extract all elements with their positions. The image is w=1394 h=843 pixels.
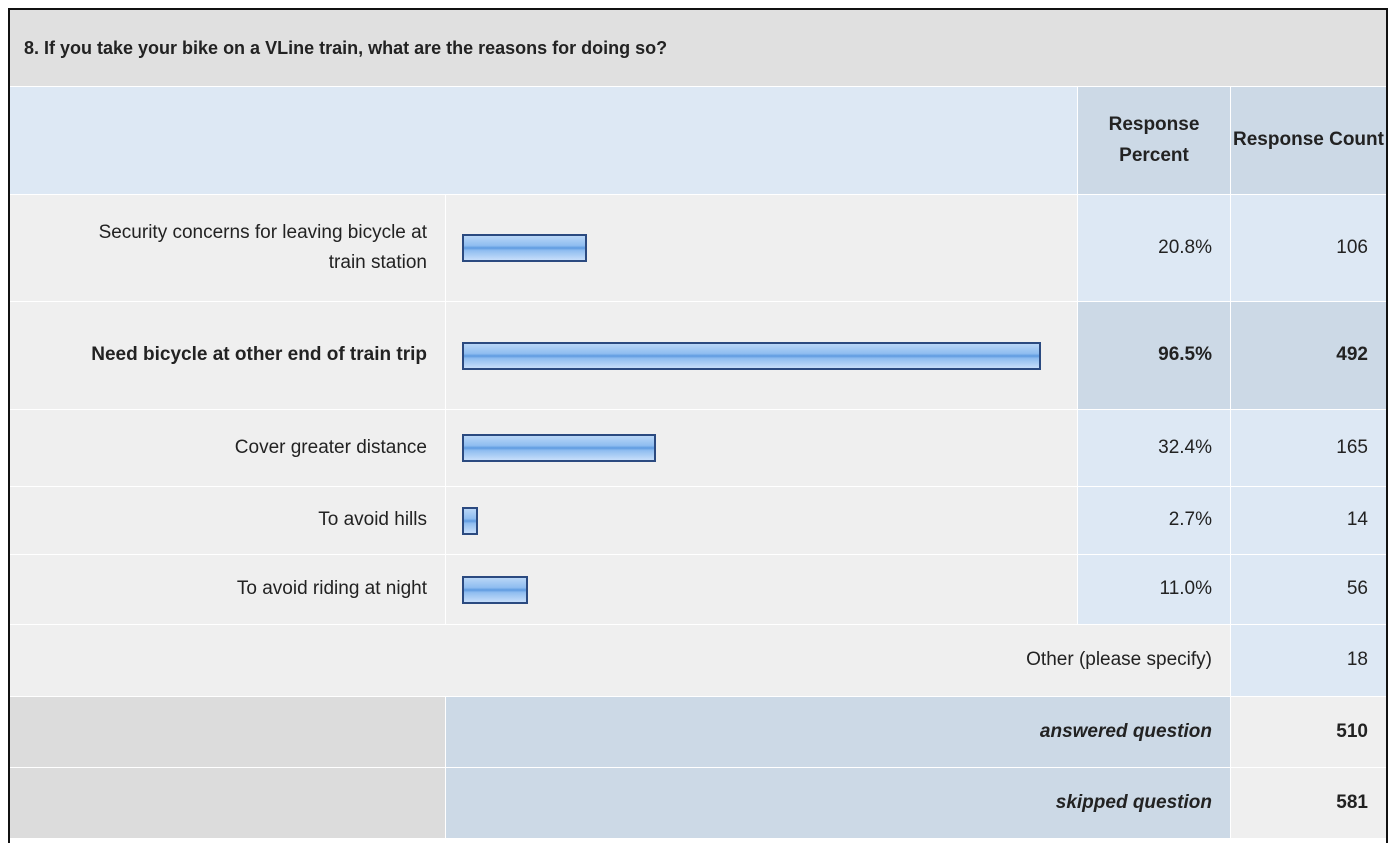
option-label: Need bicycle at other end of train trip [10, 302, 445, 409]
response-percent: 11.0% [1078, 555, 1230, 624]
response-percent: 32.4% [1078, 410, 1230, 486]
answered-blank [10, 697, 445, 767]
bar-cell [446, 555, 1077, 624]
answered-label: answered question [446, 697, 1230, 767]
results-table: 8. If you take your bike on a VLine trai… [8, 8, 1388, 843]
answered-count: 510 [1231, 697, 1386, 767]
percent-bar [462, 506, 479, 535]
response-count: 492 [1231, 302, 1386, 409]
question-title: 8. If you take your bike on a VLine trai… [10, 10, 1386, 86]
other-label: Other (please specify) [10, 625, 1230, 696]
response-percent: 20.8% [1078, 195, 1230, 301]
header-count: Response Count [1231, 87, 1386, 194]
response-count: 165 [1231, 410, 1386, 486]
header-percent: Response Percent [1078, 87, 1230, 194]
option-label: To avoid riding at night [10, 555, 445, 624]
skipped-count: 581 [1231, 768, 1386, 838]
response-percent: 2.7% [1078, 487, 1230, 554]
other-count: 18 [1231, 625, 1386, 696]
response-count: 106 [1231, 195, 1386, 301]
option-label: Cover greater distance [10, 410, 445, 486]
response-percent: 96.5% [1078, 302, 1230, 409]
percent-bar [462, 341, 1041, 370]
skipped-blank [10, 768, 445, 838]
percent-bar [462, 575, 528, 604]
option-label: To avoid hills [10, 487, 445, 554]
skipped-label: skipped question [446, 768, 1230, 838]
percent-bar [462, 234, 587, 262]
response-count: 14 [1231, 487, 1386, 554]
option-label: Security concerns for leaving bicycle at… [10, 195, 445, 301]
header-blank [10, 87, 1077, 194]
response-count: 56 [1231, 555, 1386, 624]
percent-bar [462, 434, 657, 462]
bar-cell [446, 487, 1077, 554]
